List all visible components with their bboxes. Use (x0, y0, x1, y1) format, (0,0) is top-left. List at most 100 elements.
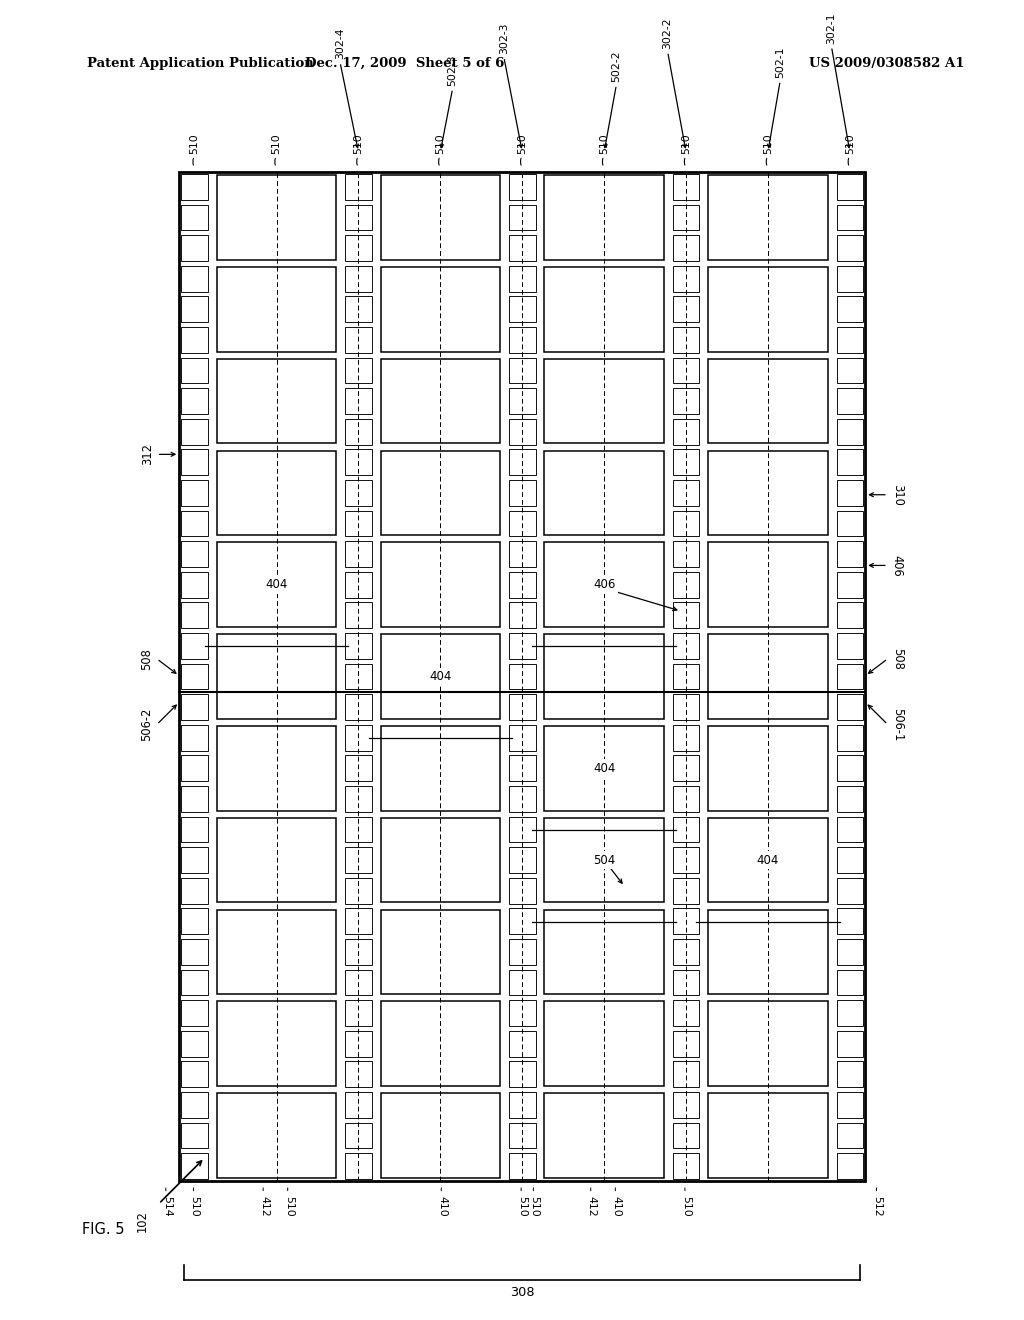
Bar (673, 878, 699, 904)
Text: 404: 404 (593, 762, 615, 775)
Text: 404: 404 (757, 854, 779, 867)
Bar (673, 388, 699, 414)
Bar (181, 634, 208, 659)
Bar (837, 265, 863, 292)
Text: 410: 410 (611, 1196, 622, 1217)
Bar (709, 1093, 827, 1177)
Bar (381, 818, 500, 903)
Bar (837, 541, 863, 568)
Bar (709, 1002, 827, 1086)
Text: 510: 510 (681, 133, 691, 154)
Bar (545, 450, 664, 535)
Bar (509, 1061, 536, 1088)
Bar (709, 543, 827, 627)
Text: 510: 510 (284, 1196, 294, 1217)
Bar (181, 970, 208, 995)
Bar (673, 1031, 699, 1056)
Bar (837, 205, 863, 231)
Bar (837, 297, 863, 322)
Bar (837, 1154, 863, 1179)
Bar (509, 664, 536, 689)
Text: FIG. 5: FIG. 5 (82, 1222, 125, 1237)
Bar (673, 1154, 699, 1179)
Bar (509, 970, 536, 995)
Bar (673, 785, 699, 812)
Bar (345, 1122, 372, 1148)
Bar (345, 755, 372, 781)
Bar (181, 755, 208, 781)
Bar (181, 480, 208, 506)
Bar (345, 418, 372, 445)
Bar (345, 235, 372, 261)
Bar (381, 359, 500, 444)
Text: 510: 510 (763, 133, 773, 154)
Bar (381, 1002, 500, 1086)
Bar (509, 755, 536, 781)
Bar (837, 1122, 863, 1148)
Text: 508: 508 (140, 648, 154, 669)
Bar (545, 359, 664, 444)
Text: 412: 412 (587, 1196, 597, 1217)
Bar (345, 572, 372, 598)
Bar (181, 725, 208, 751)
Bar (673, 908, 699, 935)
Bar (837, 878, 863, 904)
Text: 302-1: 302-1 (826, 12, 837, 44)
Text: 506-2: 506-2 (140, 708, 154, 742)
Text: 302-2: 302-2 (663, 17, 673, 49)
Bar (673, 541, 699, 568)
Bar (509, 878, 536, 904)
Bar (217, 450, 336, 535)
Bar (181, 449, 208, 475)
Bar (837, 847, 863, 873)
Bar (181, 908, 208, 935)
Bar (837, 634, 863, 659)
Bar (673, 1001, 699, 1026)
Text: 510: 510 (271, 133, 282, 154)
Bar (181, 265, 208, 292)
Bar (509, 725, 536, 751)
Bar (509, 174, 536, 199)
Bar (509, 449, 536, 475)
Bar (709, 726, 827, 810)
Bar (545, 1093, 664, 1177)
Text: 406: 406 (891, 554, 904, 577)
Bar (837, 511, 863, 536)
Bar (509, 785, 536, 812)
Text: 506-1: 506-1 (891, 708, 904, 742)
Bar (345, 1092, 372, 1118)
Bar (837, 235, 863, 261)
Bar (345, 265, 372, 292)
Bar (545, 818, 664, 903)
Bar (673, 418, 699, 445)
Bar (837, 694, 863, 719)
Bar (709, 176, 827, 260)
Text: 514: 514 (162, 1196, 172, 1217)
Bar (509, 817, 536, 842)
Text: 510: 510 (189, 1196, 200, 1217)
Bar (837, 1031, 863, 1056)
Bar (181, 1061, 208, 1088)
Bar (345, 388, 372, 414)
Bar (217, 909, 336, 994)
Bar (509, 235, 536, 261)
Bar (509, 602, 536, 628)
Text: 510: 510 (517, 133, 527, 154)
Text: 510: 510 (529, 1196, 540, 1217)
Bar (345, 634, 372, 659)
Bar (509, 541, 536, 568)
Bar (545, 267, 664, 351)
Text: 502-3: 502-3 (447, 54, 458, 86)
Bar (345, 939, 372, 965)
Bar (181, 664, 208, 689)
Text: 510: 510 (845, 133, 855, 154)
Bar (345, 908, 372, 935)
Bar (345, 358, 372, 383)
Bar (181, 358, 208, 383)
Bar (837, 418, 863, 445)
Bar (509, 1092, 536, 1118)
Bar (709, 818, 827, 903)
Bar (837, 358, 863, 383)
Bar (509, 1122, 536, 1148)
Bar (837, 1092, 863, 1118)
